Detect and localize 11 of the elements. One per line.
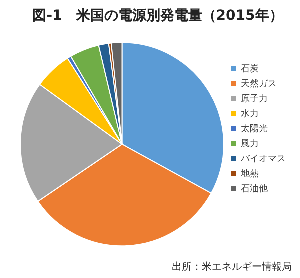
text: 出所：米エネルギー情報局 bbox=[172, 262, 292, 274]
legend-label: 原子力 bbox=[241, 93, 268, 104]
legend-label: 石油他 bbox=[241, 183, 268, 194]
legend-label: 風力 bbox=[241, 138, 259, 148]
chart-title: 図-1 米国の電源別発電量（2015年） bbox=[32, 8, 284, 24]
legend-label: 天然ガス bbox=[241, 78, 277, 88]
legend-label: 水力 bbox=[241, 108, 259, 118]
legend-label: 石炭 bbox=[241, 63, 259, 74]
legend-label: バイオマス bbox=[240, 153, 286, 164]
legend-label: 地熱 bbox=[240, 168, 259, 178]
legend-label: 太陽光 bbox=[241, 123, 268, 134]
